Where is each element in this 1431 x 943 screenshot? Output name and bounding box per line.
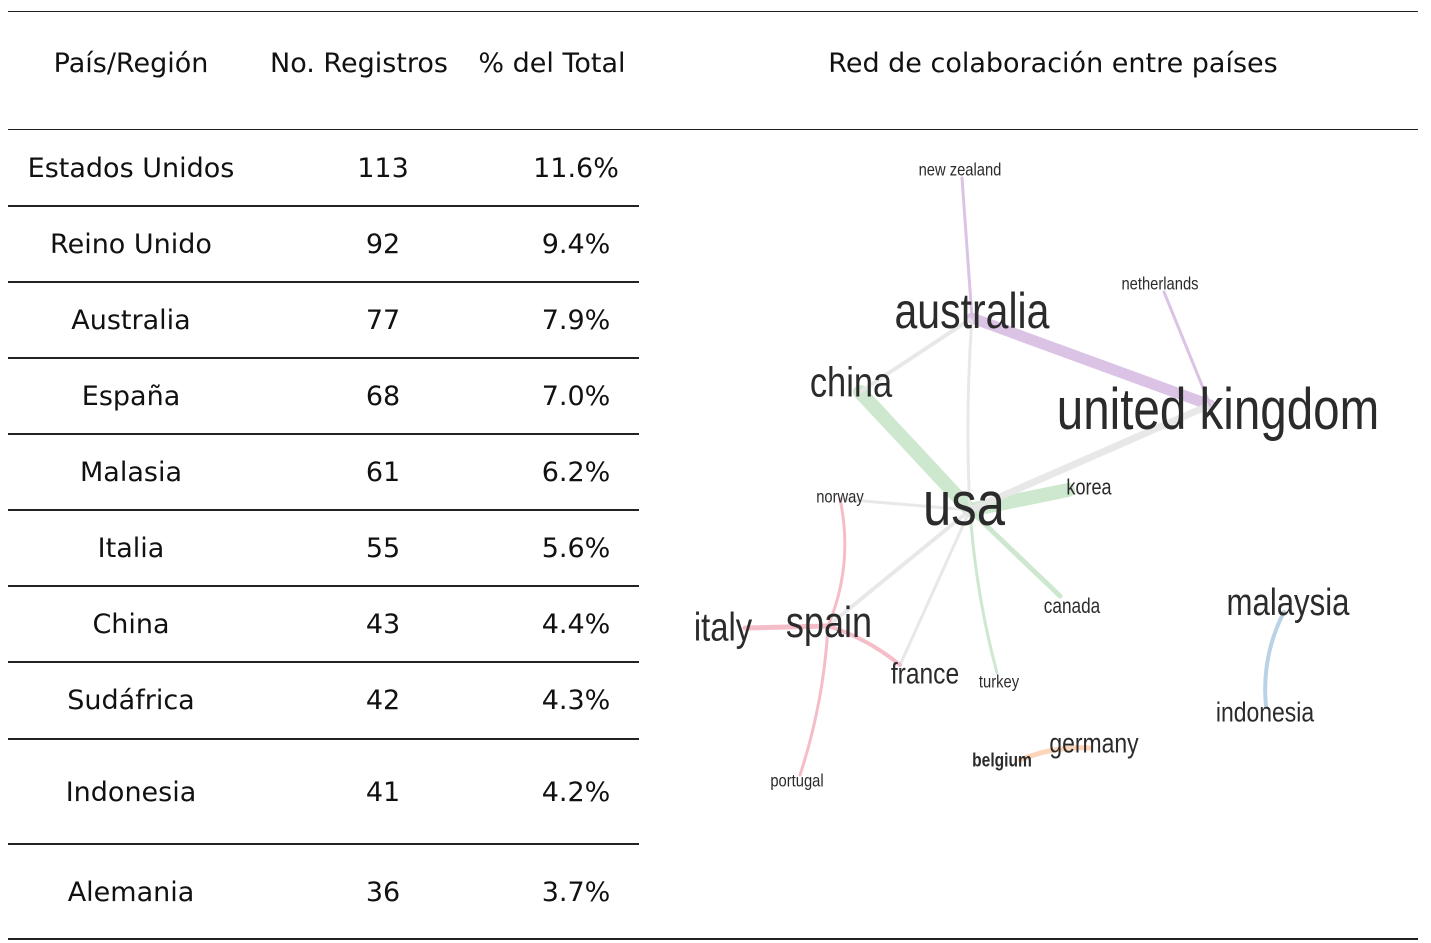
cell-records: 77 bbox=[365, 305, 401, 336]
edge-usa-australia bbox=[966, 316, 974, 512]
row-separator bbox=[8, 738, 639, 740]
cell-country: Australia bbox=[71, 305, 191, 336]
cell-percent: 4.4% bbox=[541, 609, 611, 640]
row-separator bbox=[8, 843, 639, 845]
edge-spain-norway bbox=[826, 497, 847, 628]
row-separator bbox=[8, 205, 639, 207]
cell-country: China bbox=[92, 609, 170, 640]
cell-percent: 11.6% bbox=[533, 153, 619, 184]
node-label-netherlands: netherlands bbox=[1121, 274, 1198, 294]
node-label-turkey: turkey bbox=[979, 672, 1020, 692]
edge-china-usa bbox=[853, 385, 977, 517]
row-separator bbox=[8, 433, 639, 435]
cell-country: Sudáfrica bbox=[67, 685, 195, 716]
table-top-rule bbox=[8, 11, 1418, 12]
cell-country: Estados Unidos bbox=[27, 153, 235, 184]
header-network: Red de colaboración entre países bbox=[828, 48, 1278, 79]
node-label-korea: korea bbox=[1066, 476, 1112, 500]
edge-spain-france bbox=[826, 624, 902, 667]
node-label-indonesia: indonesia bbox=[1216, 698, 1315, 729]
node-label-italy: italy bbox=[694, 605, 753, 650]
edge-united_kingdom-netherlands bbox=[1162, 290, 1212, 407]
network-edges bbox=[742, 176, 1286, 777]
node-label-china: china bbox=[810, 359, 893, 406]
edge-usa-norway bbox=[838, 497, 972, 512]
cell-percent: 3.7% bbox=[541, 877, 611, 908]
node-label-united-kingdom: united kingdom bbox=[1057, 378, 1379, 443]
cell-percent: 5.6% bbox=[541, 533, 611, 564]
edge-usa-canada bbox=[967, 507, 1063, 599]
node-label-australia: australia bbox=[895, 283, 1050, 339]
edge-spain-portugal bbox=[798, 624, 830, 777]
node-label-malaysia: malaysia bbox=[1227, 582, 1351, 624]
node-label-usa: usa bbox=[923, 471, 1005, 540]
cell-country: Indonesia bbox=[65, 777, 197, 808]
edge-usa-france bbox=[898, 508, 972, 667]
edge-usa-turkey bbox=[968, 508, 999, 675]
cell-country: España bbox=[81, 381, 181, 412]
row-separator bbox=[8, 661, 639, 663]
cell-country: Alemania bbox=[67, 877, 195, 908]
cell-percent: 6.2% bbox=[541, 457, 611, 488]
cell-records: 61 bbox=[365, 457, 401, 488]
header-percent: % del Total bbox=[478, 48, 626, 79]
node-label-portugal: portugal bbox=[770, 771, 823, 791]
row-separator bbox=[8, 357, 639, 359]
cell-percent: 4.3% bbox=[541, 685, 611, 716]
node-label-canada: canada bbox=[1044, 596, 1101, 619]
table-bottom-rule bbox=[8, 938, 1418, 940]
edge-malaysia-indonesia bbox=[1263, 610, 1286, 708]
edge-spain-italy bbox=[742, 623, 831, 631]
cell-country: Reino Unido bbox=[50, 229, 212, 260]
row-separator bbox=[8, 509, 639, 511]
header-country: País/Región bbox=[53, 48, 209, 79]
cell-country: Malasia bbox=[79, 457, 183, 488]
cell-percent: 7.0% bbox=[541, 381, 611, 412]
node-label-new-zealand: new zealand bbox=[919, 160, 1002, 180]
node-label-france: france bbox=[891, 656, 959, 690]
node-label-germany: germany bbox=[1049, 729, 1138, 760]
node-label-belgium: belgium bbox=[972, 749, 1032, 771]
edge-australia-united_kingdom bbox=[966, 312, 1216, 411]
table-header-rule bbox=[8, 129, 1418, 130]
header-records: No. Registros bbox=[270, 48, 448, 79]
row-separator bbox=[8, 585, 639, 587]
row-separator bbox=[8, 281, 639, 283]
node-label-norway: norway bbox=[816, 487, 864, 507]
edge-usa-spain bbox=[826, 508, 972, 628]
edge-australia-china bbox=[858, 316, 974, 394]
edge-australia-new_zealand bbox=[960, 176, 974, 320]
cell-records: 68 bbox=[365, 381, 401, 412]
cell-records: 92 bbox=[365, 229, 401, 260]
cell-records: 43 bbox=[365, 609, 401, 640]
cell-records: 55 bbox=[365, 533, 401, 564]
cell-percent: 4.2% bbox=[541, 777, 611, 808]
cell-percent: 9.4% bbox=[541, 229, 611, 260]
cell-percent: 7.9% bbox=[541, 305, 611, 336]
cell-country: Italia bbox=[97, 533, 165, 564]
cell-records: 42 bbox=[365, 685, 401, 716]
node-label-spain: spain bbox=[786, 597, 872, 646]
cell-records: 36 bbox=[365, 877, 401, 908]
edge-germany-belgium bbox=[1017, 745, 1093, 763]
cell-records: 41 bbox=[365, 777, 401, 808]
cell-records: 113 bbox=[357, 153, 409, 184]
edge-usa-united_kingdom bbox=[966, 401, 1214, 514]
